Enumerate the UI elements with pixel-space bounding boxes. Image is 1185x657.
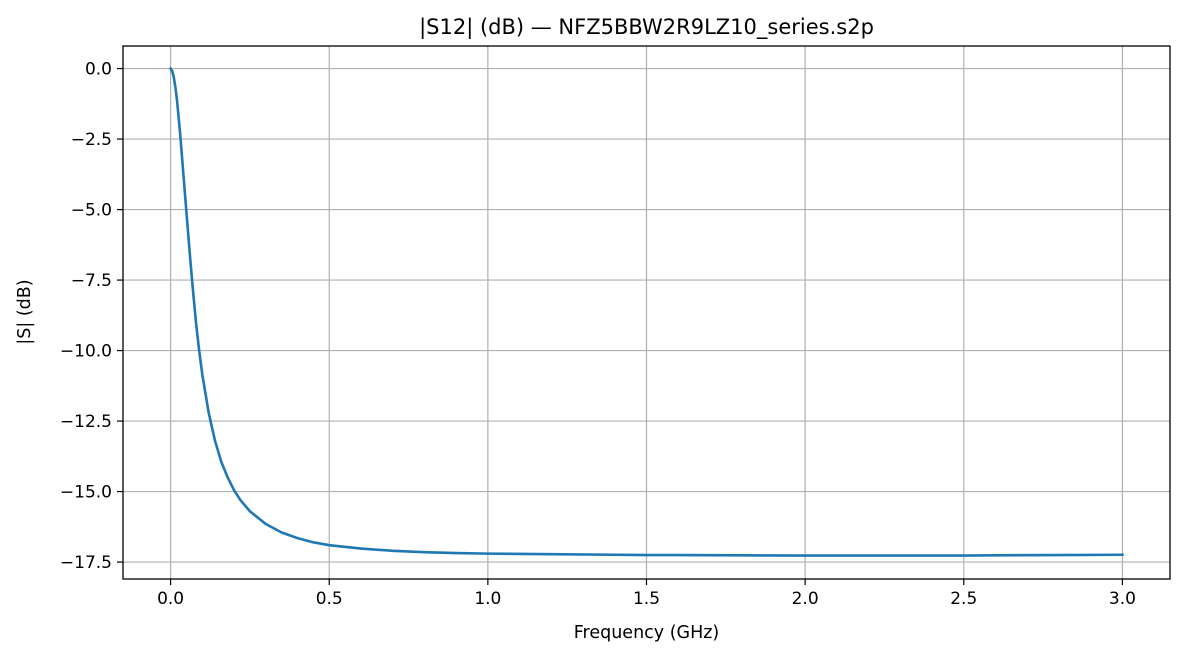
y-axis-ticks: 0.0 −2.5 −5.0 −7.5 −10.0 −12.5 −15.0 −17.5 [60,60,123,573]
y-tick-label: −5.0 [71,201,112,221]
x-tick-label: 2.0 [792,589,819,609]
y-tick-label: −17.5 [60,553,112,573]
x-tick-label: 3.0 [1109,589,1136,609]
x-axis-label: Frequency (GHz) [574,623,720,643]
x-tick-label: 0.5 [316,589,343,609]
chart-title: |S12| (dB) — NFZ5BBW2R9LZ10_series.s2p [419,15,874,40]
y-axis-label: |S| (dB) [15,279,35,344]
x-tick-label: 1.0 [474,589,501,609]
x-axis-ticks: 0.0 0.5 1.0 1.5 2.0 2.5 3.0 [157,579,1136,609]
x-tick-label: 0.0 [157,589,184,609]
x-tick-label: 2.5 [950,589,977,609]
y-tick-label: −2.5 [71,130,112,150]
y-tick-label: 0.0 [85,60,112,80]
x-tick-label: 1.5 [633,589,660,609]
grid-lines [123,46,1170,579]
y-tick-label: −15.0 [60,483,112,503]
y-tick-label: −12.5 [60,412,112,432]
y-tick-label: −10.0 [60,342,112,362]
series-layer [168,66,1124,557]
y-tick-label: −7.5 [71,271,112,291]
s12-series-line [168,66,1124,557]
